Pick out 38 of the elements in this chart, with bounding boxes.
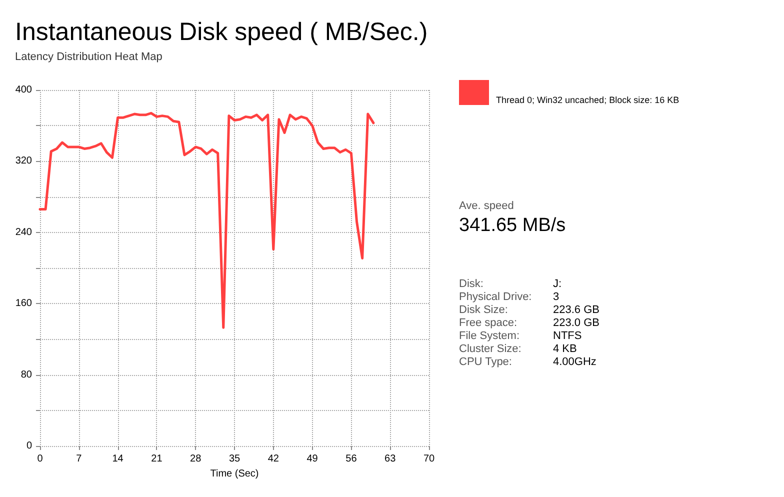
text: Cluster Size: <box>459 343 522 356</box>
x-tick-label: 70 <box>423 454 435 464</box>
y-tick-label: 240 <box>15 226 32 238</box>
line-series <box>38 112 375 329</box>
text: Thread 0; Win32 uncached; Block size: 16 KB <box>496 95 680 105</box>
x-tick-label: 7 <box>76 454 82 464</box>
y-tick-label: 400 <box>15 84 32 96</box>
chart-subtitle: Latency Distribution Heat Map <box>15 51 162 63</box>
y-tick-label: 160 <box>15 298 32 310</box>
x-tick-label: 21 <box>151 454 163 464</box>
chart-title: Instantaneous Disk speed ( MB/Sec.) <box>15 18 428 47</box>
text: Free space: <box>459 317 518 330</box>
x-axis-title: Time (Sec) <box>210 468 259 480</box>
text: 341.65 MB/s <box>459 215 566 237</box>
y-tick-label: 320 <box>15 156 32 167</box>
text: CPU Type: <box>459 356 513 369</box>
text: Disk Size: <box>459 304 509 317</box>
text: 223.6 GB <box>553 304 600 317</box>
x-tick-label: 0 <box>37 454 44 464</box>
text: NTFS <box>553 330 582 343</box>
text: 223.0 GB <box>553 317 600 330</box>
x-tick-label: 56 <box>346 454 358 464</box>
text: Physical Drive: <box>459 291 533 304</box>
y-tick-label: 80 <box>20 369 32 380</box>
x-tick-label: 63 <box>384 454 396 464</box>
text: J: <box>553 278 562 291</box>
text: 3 <box>553 291 560 304</box>
y-tick-label: 0 <box>26 440 32 452</box>
x-tick-label: 49 <box>306 454 318 464</box>
text: Disk: <box>459 278 484 291</box>
text: Ave. speed <box>459 200 514 212</box>
x-tick-label: 35 <box>228 454 240 464</box>
x-tick-label: 42 <box>268 454 280 464</box>
text: 4 KB <box>553 343 577 356</box>
x-tick-label: 28 <box>190 454 202 464</box>
x-tick-label: 14 <box>112 454 124 464</box>
text: File System: <box>459 330 521 343</box>
text: 4.00GHz <box>553 356 596 369</box>
